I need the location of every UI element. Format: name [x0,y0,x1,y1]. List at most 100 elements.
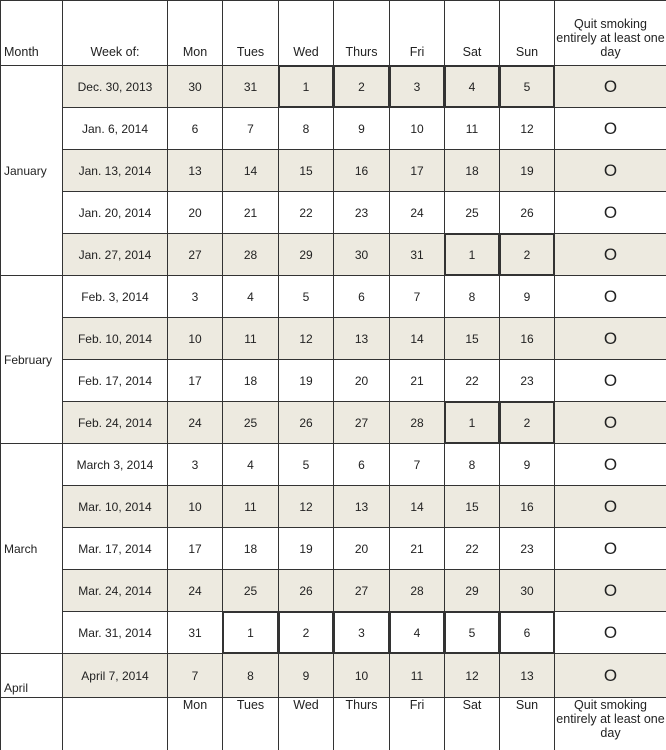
day-cell: 24 [167,401,223,444]
quit-header: Quit smoking entirely at least one day [554,0,666,66]
week-of-cell: Jan. 20, 2014 [62,191,168,234]
quit-checkbox[interactable]: O [554,569,666,612]
quit-checkbox[interactable]: O [554,485,666,528]
day-cell: 10 [167,317,223,360]
day-cell: 17 [389,149,445,192]
quit-checkbox[interactable]: O [554,317,666,360]
quit-checkbox[interactable]: O [554,359,666,402]
week-row: Mar. 31, 2014 31 1 2 3 4 5 6 O [1,611,666,654]
week-of-cell: Jan. 6, 2014 [62,107,168,150]
day-cell: 3 [167,443,223,486]
day-cell: 2 [499,401,555,444]
day-cell: 28 [389,569,445,612]
week-of-cell: Dec. 30, 2013 [62,65,168,108]
day-cell: 6 [333,275,390,318]
day-cell: 15 [444,317,500,360]
day-cell: 10 [333,653,390,698]
quit-checkbox[interactable]: O [554,653,666,698]
quit-checkbox[interactable]: O [554,65,666,108]
day-footer: Wed [278,697,334,750]
day-cell: 4 [389,611,445,654]
week-row: Feb. 10, 2014 10 11 12 13 14 15 16 O [1,317,666,360]
day-cell: 8 [444,443,500,486]
week-row: Mar. 17, 2014 17 18 19 20 21 22 23 O [1,527,666,570]
week-header: Week of: [62,0,168,66]
quit-checkbox[interactable]: O [554,401,666,444]
day-cell: 12 [278,317,334,360]
day-cell: 20 [167,191,223,234]
day-cell: 28 [389,401,445,444]
week-row: February Feb. 3, 2014 3 4 5 6 7 8 9 O [0,275,666,444]
day-cell: 1 [278,65,334,108]
quit-checkbox[interactable]: O [554,527,666,570]
day-cell: 9 [278,653,334,698]
day-cell: 10 [389,107,445,150]
day-cell: 23 [499,527,555,570]
day-cell: 15 [444,485,500,528]
footer-row: Mon Tues Wed Thurs Fri Sat Sun Quit smoking ent… [0,697,666,750]
day-header: Fri [389,0,445,66]
day-cell: 21 [389,527,445,570]
day-cell: 22 [444,359,500,402]
quit-checkbox[interactable]: O [554,191,666,234]
month-label: February [0,275,63,444]
day-cell: 11 [222,485,279,528]
quit-checkbox[interactable]: O [554,443,666,486]
day-cell: 16 [499,317,555,360]
week-of-cell: Feb. 24, 2014 [62,401,168,444]
day-cell: 7 [389,443,445,486]
day-cell: 23 [499,359,555,402]
day-cell: 5 [444,611,500,654]
day-cell: 6 [167,107,223,150]
day-footer: Sat [444,697,500,750]
quit-footer: Quit smoking entirely at least one day [554,697,666,750]
day-cell: 11 [389,653,445,698]
day-cell: 26 [278,401,334,444]
week-row: Jan. 6, 2014 6 7 8 9 10 11 12 O [1,107,666,150]
day-header: Sun [499,0,555,66]
quit-checkbox[interactable]: O [554,611,666,654]
day-cell: 14 [389,317,445,360]
week-row: March March 3, 2014 3 4 5 6 7 8 9 O [0,443,666,654]
day-cell: 30 [499,569,555,612]
footer-blank [62,697,168,750]
day-cell: 7 [389,275,445,318]
day-cell: 7 [167,653,223,698]
day-cell: 2 [499,233,555,276]
day-cell: 22 [278,191,334,234]
day-cell: 1 [444,233,500,276]
week-of-cell: April 7, 2014 [62,653,168,698]
week-row: Feb. 17, 2014 17 18 19 20 21 22 23 O [1,359,666,402]
week-of-cell: Mar. 17, 2014 [62,527,168,570]
quit-checkbox[interactable]: O [554,233,666,276]
day-cell: 5 [499,65,555,108]
day-cell: 11 [444,107,500,150]
day-cell: 6 [333,443,390,486]
day-cell: 16 [499,485,555,528]
month-label: April [0,653,63,698]
day-cell: 19 [278,527,334,570]
quit-checkbox[interactable]: O [554,275,666,318]
quit-checkbox[interactable]: O [554,107,666,150]
day-cell: 30 [167,65,223,108]
day-footer: Thurs [333,697,390,750]
day-cell: 27 [333,569,390,612]
day-footer: Fri [389,697,445,750]
day-cell: 21 [222,191,279,234]
day-cell: 14 [222,149,279,192]
day-cell: 30 [333,233,390,276]
day-cell: 1 [444,401,500,444]
day-cell: 25 [222,401,279,444]
footer-blank [0,697,63,750]
day-footer: Mon [167,697,223,750]
day-cell: 13 [333,317,390,360]
day-cell: 7 [222,107,279,150]
day-header: Thurs [333,0,390,66]
week-of-cell: March 3, 2014 [62,443,168,486]
day-cell: 26 [499,191,555,234]
week-of-cell: Feb. 17, 2014 [62,359,168,402]
day-footer: Tues [222,697,279,750]
quit-checkbox[interactable]: O [554,149,666,192]
